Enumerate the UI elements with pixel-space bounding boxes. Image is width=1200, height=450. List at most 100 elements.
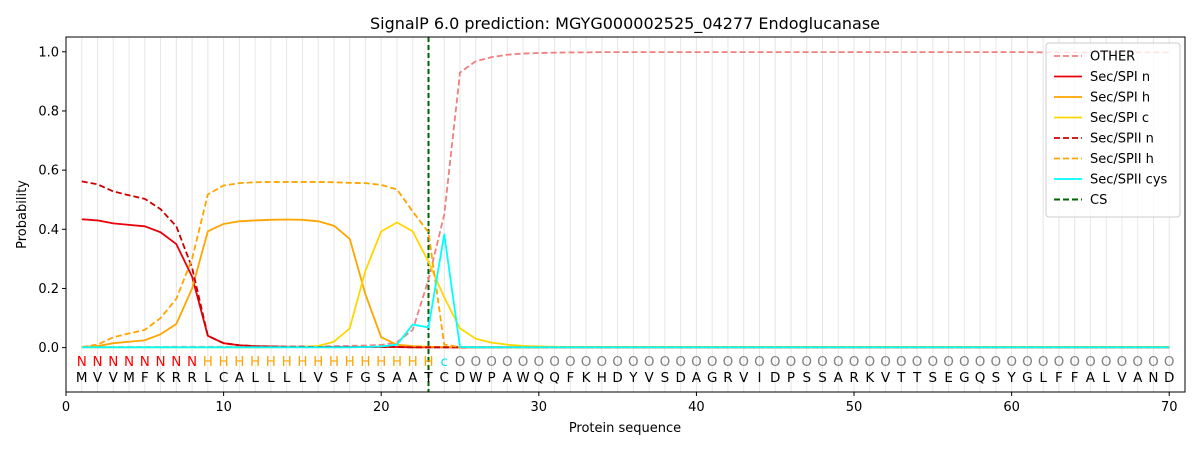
- region-label: H: [266, 354, 276, 370]
- residue-letter: S: [377, 370, 386, 386]
- region-label: H: [234, 354, 244, 370]
- region-label: O: [1085, 354, 1096, 370]
- residue-letter: V: [881, 370, 891, 386]
- residue-letter: S: [661, 370, 670, 386]
- x-tick-label: 20: [373, 400, 390, 415]
- series-line: [81, 180, 1170, 349]
- y-tick-label: 1.0: [38, 45, 59, 60]
- residue-letter: A: [408, 370, 418, 386]
- x-tick-label: 70: [1161, 400, 1178, 415]
- residue-letter: R: [723, 370, 732, 386]
- region-label: N: [156, 354, 166, 370]
- region-label: H: [408, 354, 418, 370]
- residue-letter: L: [267, 370, 275, 386]
- region-label: O: [738, 354, 749, 370]
- residue-letter: L: [204, 370, 212, 386]
- residue-letter: I: [757, 370, 761, 386]
- residue-letter: D: [675, 370, 685, 386]
- x-tick-label: 10: [215, 400, 232, 415]
- residue-letter: M: [123, 370, 135, 386]
- residue-letter: L: [251, 370, 259, 386]
- region-label: O: [833, 354, 844, 370]
- region-label: O: [518, 354, 529, 370]
- y-tick-label: 0.2: [38, 282, 59, 297]
- residue-letter: R: [187, 370, 196, 386]
- region-label: O: [581, 354, 592, 370]
- residue-letter: V: [739, 370, 749, 386]
- region-label: O: [849, 354, 860, 370]
- region-label: O: [1038, 354, 1049, 370]
- x-axis-label: Protein sequence: [569, 421, 681, 436]
- residue-letter: F: [1055, 370, 1063, 386]
- region-label: c: [441, 354, 448, 370]
- region-label: O: [1069, 354, 1080, 370]
- y-axis-ticks: 0.0 0.2 0.4 0.6 0.8 1.0: [38, 45, 66, 356]
- x-tick-label: 60: [1003, 400, 1020, 415]
- region-label: H: [423, 354, 433, 370]
- region-label: O: [1022, 354, 1033, 370]
- residue-letter: S: [929, 370, 938, 386]
- region-label: O: [928, 354, 939, 370]
- residue-letter: A: [1086, 370, 1096, 386]
- region-label: O: [565, 354, 576, 370]
- residue-letter: V: [645, 370, 655, 386]
- residue-letter: S: [818, 370, 827, 386]
- residue-letter: K: [156, 370, 166, 386]
- region-label: N: [171, 354, 181, 370]
- residue-letter: F: [346, 370, 354, 386]
- region-label: H: [360, 354, 370, 370]
- sequence-letters: NMNVNVNMNFNKNRNRHLHCHAHLHLHLHLHVHSHFHGHS…: [76, 354, 1175, 386]
- region-label: O: [470, 354, 481, 370]
- legend-entry: Sec/SPI c: [1090, 111, 1149, 126]
- region-label: O: [1101, 354, 1112, 370]
- residue-letter: T: [912, 370, 922, 386]
- region-label: O: [1117, 354, 1128, 370]
- region-label: O: [502, 354, 513, 370]
- residue-letter: D: [612, 370, 622, 386]
- region-label: O: [691, 354, 702, 370]
- residue-letter: V: [1117, 370, 1127, 386]
- region-label: O: [880, 354, 891, 370]
- legend-entry: Sec/SPI n: [1090, 70, 1150, 85]
- region-label: N: [124, 354, 134, 370]
- residue-letter: Y: [1007, 370, 1017, 386]
- residue-letter: R: [849, 370, 858, 386]
- residue-letter: G: [707, 370, 717, 386]
- residue-letter: A: [392, 370, 402, 386]
- plot-frame: [65, 36, 1186, 393]
- residue-letter: L: [1102, 370, 1110, 386]
- region-label: O: [707, 354, 718, 370]
- x-tick-label: 50: [846, 400, 863, 415]
- legend-entry: Sec/SPII n: [1090, 132, 1154, 147]
- x-tick-label: 0: [62, 400, 70, 415]
- region-label: O: [597, 354, 608, 370]
- region-label: N: [77, 354, 87, 370]
- residue-letter: A: [692, 370, 702, 386]
- series-line: [81, 51, 1170, 348]
- residue-letter: A: [1133, 370, 1143, 386]
- region-label: H: [313, 354, 323, 370]
- region-label: H: [250, 354, 260, 370]
- residue-letter: N: [1148, 370, 1158, 386]
- residue-letter: K: [865, 370, 875, 386]
- legend-box: [1045, 42, 1181, 218]
- y-tick-label: 0.6: [38, 164, 59, 179]
- region-label: N: [140, 354, 150, 370]
- legend-entry: Sec/SPI h: [1090, 91, 1150, 106]
- region-label: H: [297, 354, 307, 370]
- residue-letter: V: [93, 370, 103, 386]
- legend-entry: OTHER: [1090, 50, 1135, 65]
- region-label: H: [376, 354, 386, 370]
- region-label: O: [817, 354, 828, 370]
- residue-letter: H: [597, 370, 607, 386]
- residue-letter: P: [787, 370, 795, 386]
- region-label: N: [187, 354, 197, 370]
- region-label: O: [1148, 354, 1159, 370]
- legend-entry: Sec/SPII cys: [1090, 173, 1168, 188]
- residue-letter: Q: [975, 370, 986, 386]
- x-tick-label: 30: [531, 400, 548, 415]
- region-label: O: [675, 354, 686, 370]
- region-label: O: [943, 354, 954, 370]
- region-label: O: [723, 354, 734, 370]
